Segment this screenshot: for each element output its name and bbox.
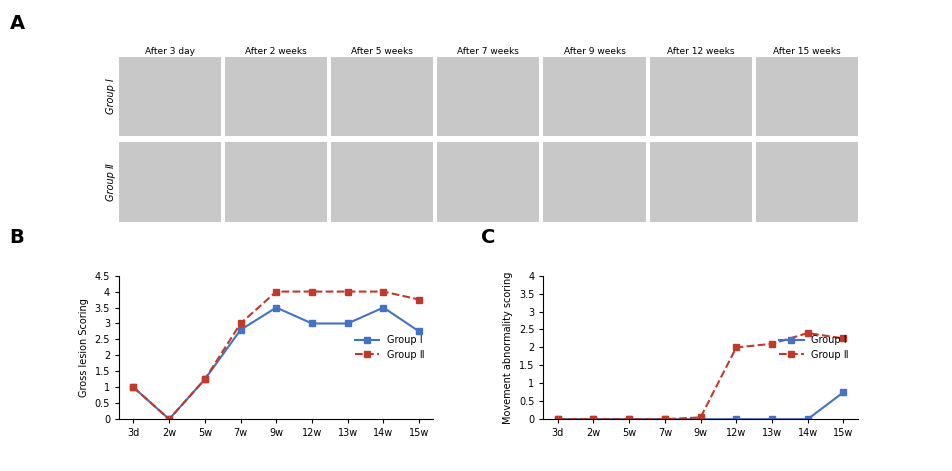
Group Ⅱ: [765, 341, 777, 347]
Group Ⅱ: [587, 416, 599, 422]
Group Ⅰ: [802, 416, 813, 422]
Group Ⅰ: [413, 329, 425, 334]
Group Ⅰ: [837, 390, 848, 395]
Group Ⅰ: [765, 416, 777, 422]
Text: C: C: [481, 228, 495, 247]
Line: Group Ⅱ: Group Ⅱ: [130, 289, 422, 422]
Legend: Group Ⅰ, Group Ⅱ: Group Ⅰ, Group Ⅱ: [350, 331, 428, 364]
Group Ⅰ: [163, 416, 174, 422]
Y-axis label: Gross lesion Scoring: Gross lesion Scoring: [79, 298, 89, 397]
Title: After 7 weeks: After 7 weeks: [457, 47, 519, 56]
Group Ⅰ: [551, 416, 563, 422]
Group Ⅰ: [306, 321, 317, 326]
Y-axis label: Movement abnormality scoring: Movement abnormality scoring: [503, 271, 513, 423]
Group Ⅱ: [623, 416, 634, 422]
Title: After 5 weeks: After 5 weeks: [351, 47, 413, 56]
Group Ⅱ: [730, 345, 742, 350]
Group Ⅰ: [659, 416, 670, 422]
Group Ⅱ: [694, 414, 705, 420]
Group Ⅱ: [199, 376, 210, 382]
Group Ⅱ: [551, 416, 563, 422]
Group Ⅰ: [270, 305, 282, 310]
Group Ⅱ: [659, 416, 670, 422]
Group Ⅰ: [623, 416, 634, 422]
Group Ⅱ: [837, 336, 848, 341]
Group Ⅰ: [234, 327, 246, 333]
Title: After 9 weeks: After 9 weeks: [563, 47, 625, 56]
Group Ⅱ: [342, 289, 353, 294]
Line: Group Ⅰ: Group Ⅰ: [130, 305, 422, 422]
Title: After 2 weeks: After 2 weeks: [245, 47, 307, 56]
Title: After 3 day: After 3 day: [145, 47, 195, 56]
Group Ⅱ: [128, 384, 139, 390]
Group Ⅰ: [587, 416, 599, 422]
Title: After 15 weeks: After 15 weeks: [772, 47, 840, 56]
Group Ⅱ: [802, 330, 813, 336]
Group Ⅰ: [730, 416, 742, 422]
Group Ⅰ: [377, 305, 388, 310]
Text: A: A: [10, 14, 25, 33]
Y-axis label: Group Ⅱ: Group Ⅱ: [107, 163, 116, 201]
Group Ⅱ: [270, 289, 282, 294]
Group Ⅰ: [342, 321, 353, 326]
Title: After 12 weeks: After 12 weeks: [666, 47, 734, 56]
Group Ⅱ: [377, 289, 388, 294]
Line: Group Ⅱ: Group Ⅱ: [554, 330, 845, 422]
Line: Group Ⅰ: Group Ⅰ: [554, 390, 845, 422]
Group Ⅰ: [128, 384, 139, 390]
Group Ⅱ: [163, 416, 174, 422]
Group Ⅱ: [306, 289, 317, 294]
Group Ⅱ: [234, 321, 246, 326]
Text: B: B: [10, 228, 24, 247]
Legend: Group Ⅰ, Group Ⅱ: Group Ⅰ, Group Ⅱ: [775, 331, 852, 364]
Y-axis label: Group Ⅰ: Group Ⅰ: [107, 78, 116, 114]
Group Ⅰ: [199, 376, 210, 382]
Group Ⅱ: [413, 297, 425, 302]
Group Ⅰ: [694, 416, 705, 422]
